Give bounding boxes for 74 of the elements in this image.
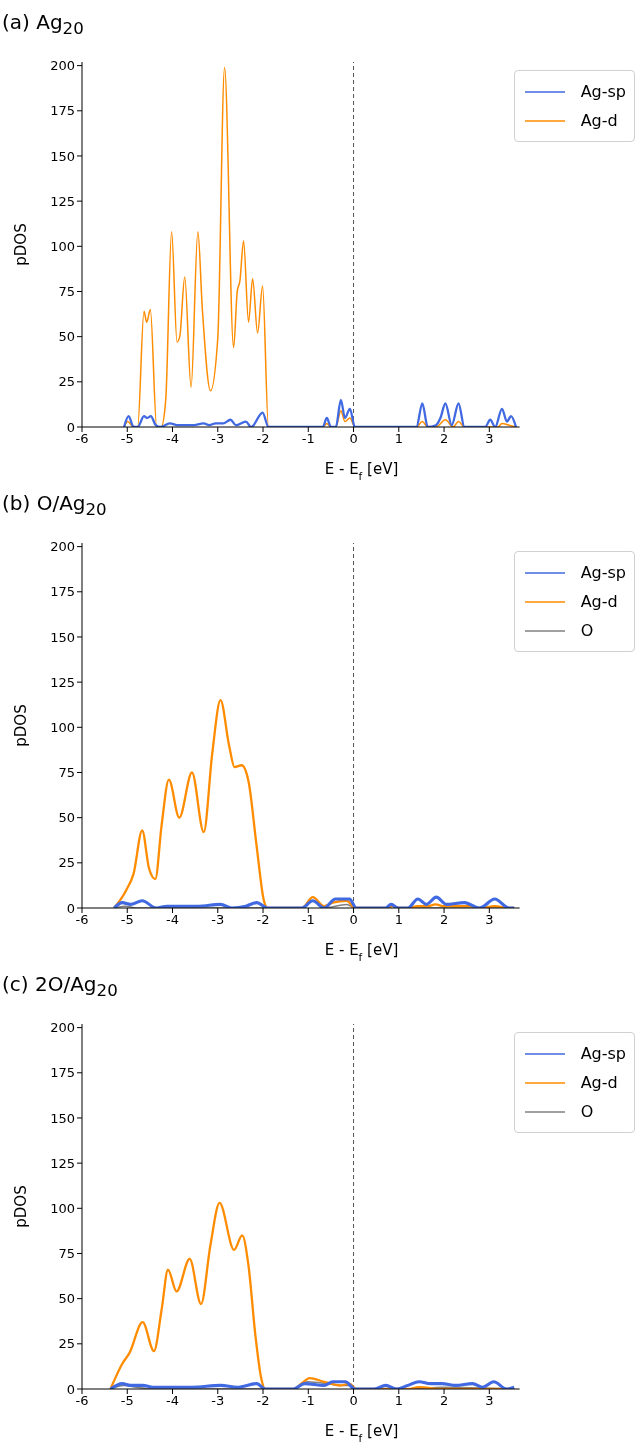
y-tick-label: 50 <box>58 1291 75 1307</box>
y-tick-label: 75 <box>58 284 75 300</box>
x-tick-label: -2 <box>256 1393 270 1409</box>
y-axis-title: pDOS <box>12 1185 30 1228</box>
x-tick-label: 0 <box>349 912 358 928</box>
y-tick-label: 200 <box>50 539 75 555</box>
y-axis-title: pDOS <box>12 704 30 747</box>
y-tick-label: 75 <box>58 1246 75 1262</box>
x-tick-label: -3 <box>211 431 225 447</box>
y-tick-label: 50 <box>58 329 75 345</box>
y-tick-label: 100 <box>50 1200 75 1216</box>
legend-label: Ag-sp <box>580 563 626 582</box>
legend-label: Ag-sp <box>580 1044 626 1063</box>
x-axis-title: E - E$_{f}$ [eV] <box>324 460 399 482</box>
x-tick-label: 3 <box>485 431 494 447</box>
x-tick-label: -2 <box>256 912 270 928</box>
x-tick-label: -5 <box>120 912 134 928</box>
legend-label: O <box>580 1102 594 1121</box>
y-tick-label: 0 <box>66 419 75 435</box>
x-tick-label: 1 <box>394 912 403 928</box>
y-axis-title: pDOS <box>12 223 30 266</box>
x-tick-label: -6 <box>75 1393 89 1409</box>
chart-title: (a) Ag$_{20}$ <box>1 9 85 40</box>
x-tick-label: -1 <box>301 431 315 447</box>
x-tick-label: 0 <box>349 431 358 447</box>
y-tick-label: 175 <box>50 103 75 119</box>
y-tick-label: 125 <box>50 193 75 209</box>
x-tick-label: -4 <box>166 1393 179 1409</box>
x-tick-label: -5 <box>120 431 134 447</box>
y-tick-label: 75 <box>58 765 75 781</box>
x-tick-label: -6 <box>75 431 89 447</box>
legend-label: Ag-d <box>580 1073 618 1092</box>
y-tick-label: 200 <box>50 1020 75 1036</box>
x-axis-title: E - E$_{f}$ [eV] <box>324 1422 399 1444</box>
y-tick-label: 100 <box>50 238 75 254</box>
legend-label: Ag-d <box>580 592 618 611</box>
x-tick-label: -3 <box>211 912 225 928</box>
y-tick-label: 100 <box>50 719 75 735</box>
legend-label: Ag-sp <box>580 82 626 101</box>
x-tick-label: -4 <box>166 912 179 928</box>
x-tick-label: 3 <box>485 912 494 928</box>
x-tick-label: -2 <box>256 431 270 447</box>
x-tick-label: -6 <box>75 912 89 928</box>
legend-label: O <box>580 621 594 640</box>
x-tick-label: -4 <box>166 431 179 447</box>
x-tick-label: -5 <box>120 1393 134 1409</box>
chart-title: (c) 2O/Ag$_{20}$ <box>1 971 119 1002</box>
y-tick-label: 0 <box>66 900 75 916</box>
x-tick-label: 1 <box>394 431 403 447</box>
y-tick-label: 125 <box>50 674 75 690</box>
y-tick-label: 175 <box>50 584 75 600</box>
x-axis-title: E - E$_{f}$ [eV] <box>324 941 399 963</box>
x-tick-label: 2 <box>439 1393 449 1409</box>
x-tick-label: 1 <box>394 1393 403 1409</box>
y-tick-label: 150 <box>50 148 75 164</box>
x-tick-label: -1 <box>301 1393 315 1409</box>
x-tick-label: 0 <box>349 1393 358 1409</box>
x-tick-label: 2 <box>439 912 449 928</box>
y-tick-label: 25 <box>58 374 75 390</box>
chart-title: (b) O/Ag$_{20}$ <box>1 490 108 521</box>
y-tick-label: 175 <box>50 1065 75 1081</box>
x-tick-label: 3 <box>485 1393 494 1409</box>
y-tick-label: 125 <box>50 1155 75 1171</box>
x-tick-label: 2 <box>439 431 449 447</box>
y-tick-label: 200 <box>50 58 75 74</box>
y-tick-label: 150 <box>50 629 75 645</box>
y-tick-label: 50 <box>58 810 75 826</box>
x-tick-label: -3 <box>211 1393 225 1409</box>
y-tick-label: 150 <box>50 1110 75 1126</box>
y-tick-label: 25 <box>58 1336 75 1352</box>
y-tick-label: 0 <box>66 1381 75 1397</box>
legend-label: Ag-d <box>580 111 618 130</box>
y-tick-label: 25 <box>58 855 75 871</box>
x-tick-label: -1 <box>301 912 315 928</box>
